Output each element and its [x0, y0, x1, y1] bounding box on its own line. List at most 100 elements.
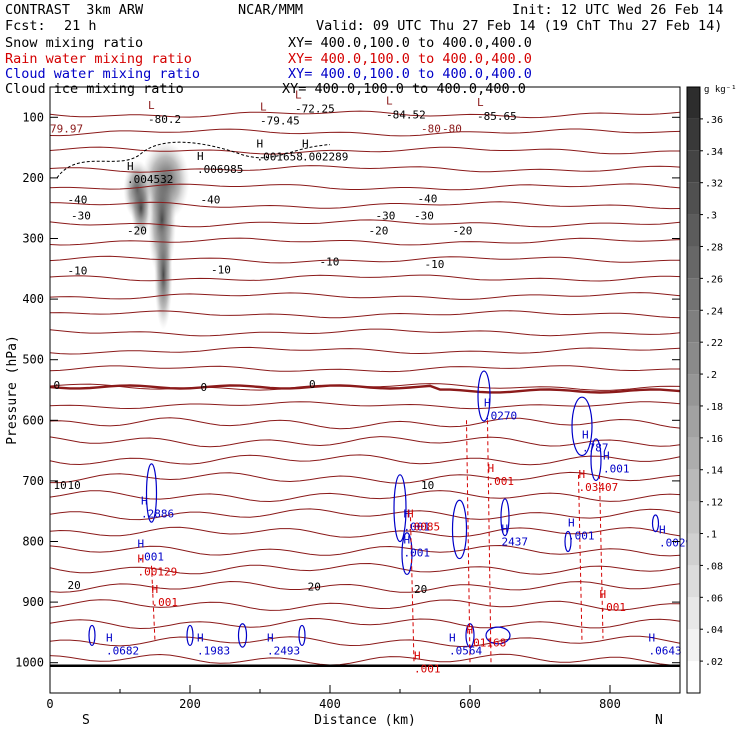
y-tick-label: 600 — [22, 413, 44, 427]
top-contour-label: -80 — [442, 122, 462, 135]
isotherm-label: 0 — [201, 381, 208, 394]
isotherm-line — [49, 562, 681, 575]
colorbar-swatch — [687, 533, 700, 566]
rain-high-marker: H — [488, 462, 495, 475]
snow-high-value-label: .004532 — [127, 173, 173, 186]
x-axis-end-label: N — [655, 713, 663, 728]
cloud-water-contour — [88, 624, 96, 647]
colorbar-swatch — [687, 182, 700, 215]
rain-contour — [578, 474, 583, 642]
cloud-water-high-value-label: .0270 — [484, 409, 517, 422]
y-tick-label: 500 — [22, 353, 44, 367]
freezing-level-line — [49, 384, 681, 394]
cloud-water-high-value-label: .2886 — [141, 508, 174, 521]
x-tick-label: 200 — [179, 697, 201, 711]
cloud-water-contour — [485, 626, 511, 645]
x-tick-label: 400 — [319, 697, 341, 711]
colorbar-tick-label: .18 — [705, 402, 723, 413]
cloud-water-high-marker: H — [138, 538, 145, 551]
y-tick-label: 300 — [22, 232, 44, 246]
isotherm-line — [49, 292, 681, 300]
isotherm-line — [49, 165, 681, 173]
colorbar-swatch — [687, 565, 700, 598]
x-axis-start-label: S — [82, 713, 90, 728]
cloud-water-high-value-label: .0643 — [649, 645, 682, 658]
colorbar-tick-label: .06 — [705, 593, 723, 604]
isotherm-line — [49, 201, 681, 210]
colorbar-swatch — [687, 405, 700, 438]
snow-high-marker: H — [197, 150, 204, 163]
rain-contour — [151, 565, 156, 642]
low-value-label: -72.25 — [295, 102, 335, 115]
colorbar-tick-label: .02 — [705, 657, 723, 668]
isotherm-line — [49, 146, 680, 155]
top-contour-label: -80 — [421, 122, 441, 135]
x-tick-label: 800 — [599, 697, 621, 711]
y-axis-title: Pressure (hPa) — [5, 335, 20, 445]
valid-time: Valid: 09 UTC Thu 27 Feb 14 (19 ChT Thu … — [316, 18, 723, 34]
isotherm-line — [49, 255, 680, 264]
x-tick-label: 0 — [46, 697, 53, 711]
isotherm-label: -40 — [201, 194, 221, 207]
isotherm-line — [49, 436, 681, 448]
low-value-label: -79.45 — [260, 114, 300, 127]
isotherm-label: -40 — [68, 194, 88, 207]
isotherm-label: -30 — [71, 209, 91, 222]
low-marker: L — [148, 99, 155, 112]
colorbar-tick-label: .08 — [705, 561, 723, 572]
low-marker: L — [477, 96, 484, 109]
legend-snow-xy: XY= 400.0,100.0 to 400.0,400.0 — [288, 35, 532, 51]
isotherm-label: 10 — [68, 479, 81, 492]
colorbar-tick-label: .26 — [705, 274, 723, 285]
cloud-water-high-marker: H — [484, 396, 491, 409]
colorbar-tick-label: .2 — [705, 370, 717, 381]
rain-high-marker: H — [600, 588, 607, 601]
cloud-water-contour — [500, 498, 510, 537]
cloud-water-high-marker: H — [141, 495, 148, 508]
legend-cloudwater-label: Cloud water mixing ratio — [5, 66, 201, 82]
isotherm-line — [49, 328, 681, 337]
y-tick-label: 900 — [22, 595, 44, 609]
rain-high-value-label: .001 — [414, 663, 441, 676]
rain-contour — [410, 517, 415, 663]
cloud-water-high-marker: H — [659, 524, 666, 537]
isotherm-label: -10 — [320, 256, 340, 269]
institution-label: NCAR/MMM — [238, 2, 304, 18]
legend-snow-label: Snow mixing ratio — [5, 35, 144, 51]
snow-contour — [56, 141, 331, 179]
isotherm-line — [49, 599, 681, 611]
colorbar-swatch — [687, 214, 700, 247]
colorbar-swatch — [687, 150, 700, 183]
cloud-water-contour — [564, 530, 572, 553]
plot-title: CONTRAST 3km ARW — [5, 2, 144, 18]
cloud-water-high-marker: H — [568, 516, 575, 529]
forecast-hour: 21 h — [64, 18, 97, 34]
cloud-water-high-marker: H — [267, 632, 274, 645]
rain-high-value-label: .00129 — [138, 566, 178, 579]
isotherm-label: -40 — [418, 193, 438, 206]
cloud-water-high-value-label: .787 — [582, 442, 609, 455]
rain-high-value-label: .01168 — [467, 637, 507, 650]
isotherm-label: -20 — [127, 225, 147, 238]
colorbar-swatch — [687, 501, 700, 534]
x-axis-title: Distance (km) — [314, 713, 416, 728]
colorbar-swatch — [687, 469, 700, 502]
isotherm-line — [49, 110, 681, 119]
cloud-water-contour — [451, 499, 468, 560]
colorbar-tick-label: .24 — [705, 306, 723, 317]
isotherm-line — [49, 219, 681, 228]
init-time: Init: 12 UTC Wed 26 Feb 14 — [512, 2, 724, 18]
low-marker: L — [260, 100, 267, 113]
low-marker: L — [386, 94, 393, 107]
rain-high-value-label: .001 — [152, 596, 179, 609]
legend-rain-label: Rain water mixing ratio — [5, 51, 192, 67]
colorbar-tick-label: .34 — [705, 147, 723, 158]
isotherm-line — [49, 454, 681, 466]
isotherm-label: 0 — [54, 379, 61, 392]
isotherm-line — [49, 417, 681, 430]
cloud-water-high-marker: H — [404, 533, 411, 546]
y-tick-label: 100 — [22, 110, 44, 124]
legend-cloudwater-xy: XY= 400.0,100.0 to 400.0,400.0 — [288, 66, 532, 82]
cloud-water-high-value-label: .001 — [138, 551, 165, 564]
